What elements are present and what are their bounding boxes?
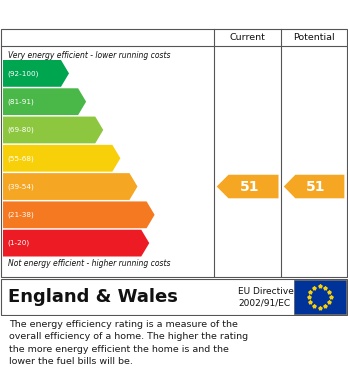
Polygon shape — [3, 117, 103, 143]
Text: (81-91): (81-91) — [7, 99, 34, 105]
Text: D: D — [121, 152, 133, 165]
Text: Not energy efficient - higher running costs: Not energy efficient - higher running co… — [8, 259, 171, 268]
Text: (39-54): (39-54) — [7, 183, 34, 190]
Text: 51: 51 — [239, 179, 259, 194]
Text: E: E — [139, 180, 148, 193]
Text: (55-68): (55-68) — [7, 155, 34, 161]
Text: Current: Current — [230, 32, 266, 41]
Text: A: A — [70, 67, 80, 80]
Polygon shape — [3, 88, 86, 115]
Bar — [294, 280, 346, 314]
Text: Potential: Potential — [293, 32, 335, 41]
Polygon shape — [3, 60, 69, 87]
Text: G: G — [150, 237, 161, 249]
Polygon shape — [3, 201, 155, 228]
Text: England & Wales: England & Wales — [8, 288, 178, 306]
Text: The energy efficiency rating is a measure of the
overall efficiency of a home. T: The energy efficiency rating is a measur… — [9, 320, 248, 366]
Text: F: F — [156, 208, 165, 221]
Text: (21-38): (21-38) — [7, 212, 34, 218]
Text: 51: 51 — [306, 179, 325, 194]
Polygon shape — [3, 230, 149, 256]
Polygon shape — [3, 173, 137, 200]
Text: B: B — [87, 95, 97, 108]
Polygon shape — [217, 175, 278, 198]
Text: C: C — [104, 124, 114, 136]
Text: EU Directive
2002/91/EC: EU Directive 2002/91/EC — [238, 287, 294, 307]
Text: (1-20): (1-20) — [7, 240, 29, 246]
Polygon shape — [284, 175, 345, 198]
Text: (69-80): (69-80) — [7, 127, 34, 133]
Polygon shape — [3, 145, 120, 172]
Text: Very energy efficient - lower running costs: Very energy efficient - lower running co… — [8, 51, 171, 60]
Text: (92-100): (92-100) — [7, 70, 38, 77]
Text: Energy Efficiency Rating: Energy Efficiency Rating — [9, 7, 230, 22]
